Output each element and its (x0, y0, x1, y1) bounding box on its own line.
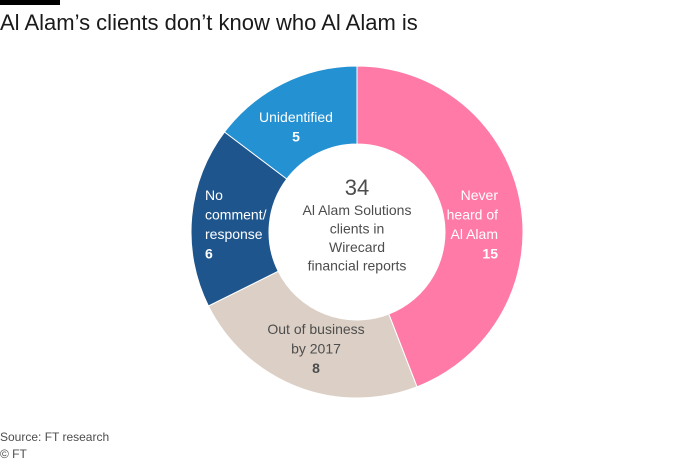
center-total: 34 (345, 175, 369, 200)
source-note: Source: FT research (0, 430, 110, 444)
center-label-line: clients in (330, 221, 384, 237)
center-label-line: Wirecard (329, 239, 385, 255)
center-label-line: Al Alam Solutions (303, 202, 412, 218)
center-label-line: financial reports (308, 258, 407, 274)
donut-slice (190, 131, 288, 307)
header-rule (0, 0, 60, 5)
donut-slice (223, 65, 358, 180)
donut-slice (356, 65, 524, 388)
slice-label: Out of business by 2017 8 (267, 321, 364, 376)
slice-label: Never heard of Al Alam 15 (447, 187, 499, 262)
donut-slice (207, 270, 418, 399)
chart-title: Al Alam’s clients don’t know who Al Alam… (0, 10, 418, 35)
slice-label: No comment/response 6 (205, 187, 267, 262)
slice-label: Unidentified 5 (259, 109, 333, 145)
credit-note: © FT (0, 447, 27, 461)
